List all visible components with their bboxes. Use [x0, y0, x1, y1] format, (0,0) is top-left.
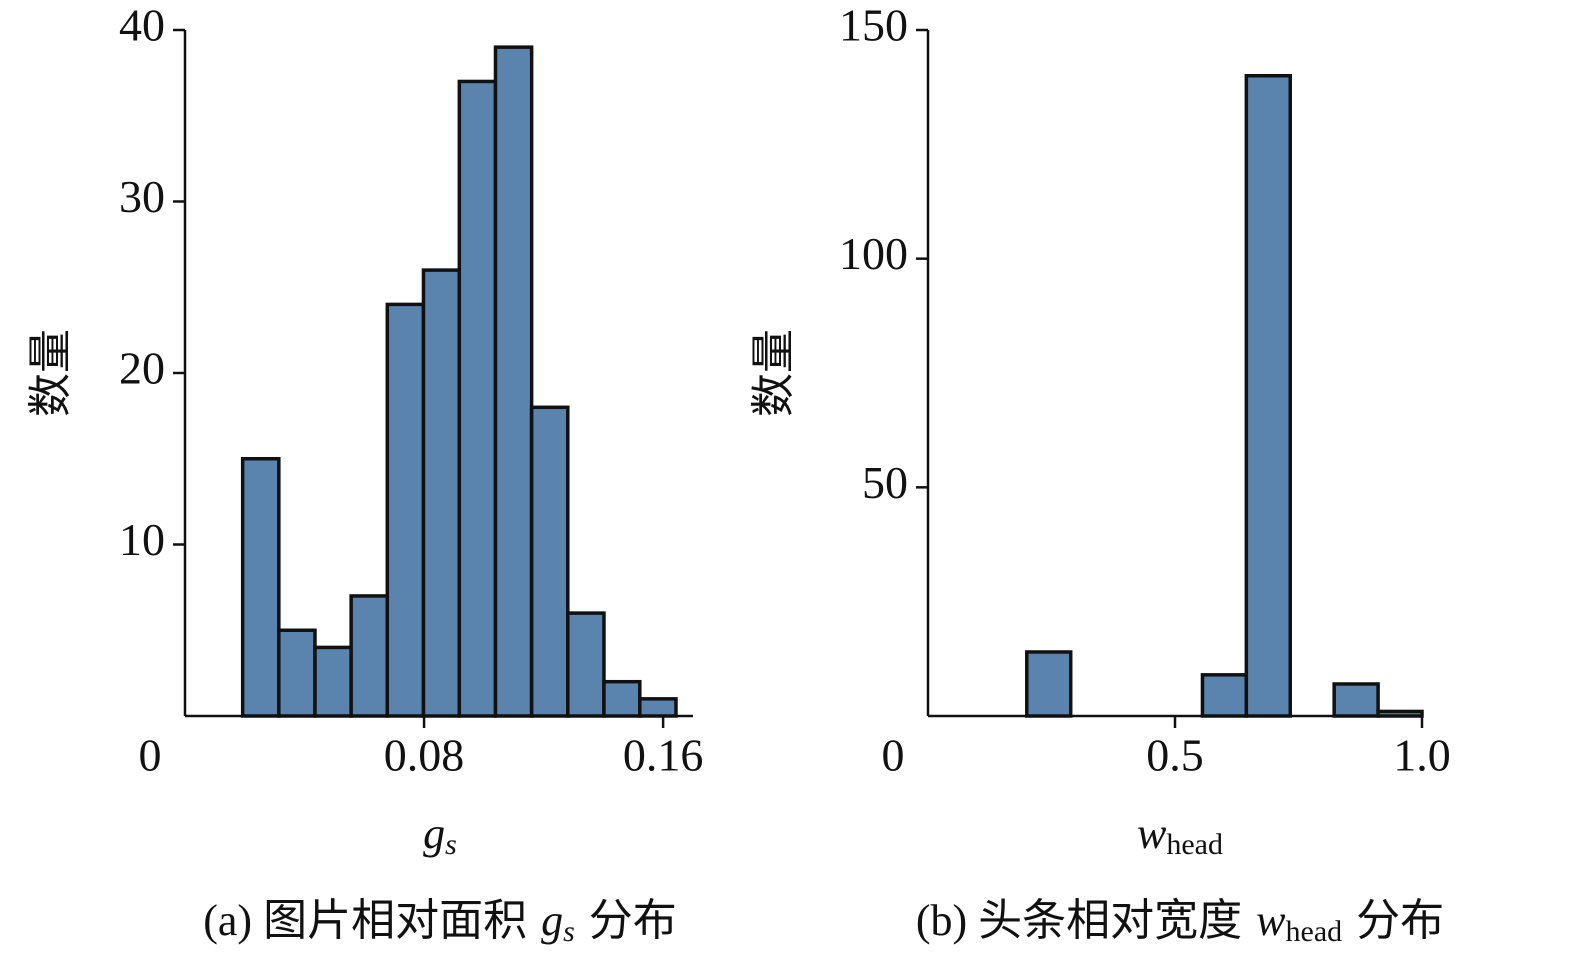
- x-tick-label: 0.5: [1146, 730, 1204, 781]
- bar: [240, 457, 281, 718]
- bar: [638, 697, 678, 718]
- y-tick-label: 50: [862, 457, 908, 508]
- caption-suffix: 分布: [589, 896, 677, 945]
- x-tick-label: 0: [139, 730, 162, 781]
- y-tick-label: 10: [119, 514, 165, 565]
- caption-symbol: g: [541, 896, 563, 945]
- bar: [313, 645, 353, 718]
- bar: [457, 79, 498, 718]
- bar: [385, 302, 426, 718]
- bar: [349, 594, 390, 718]
- x-axis-label-main: w: [1137, 809, 1167, 858]
- x-axis-label: gs: [423, 809, 457, 861]
- bar: [421, 268, 462, 718]
- y-tick-label: 40: [119, 0, 165, 51]
- bar: [493, 45, 534, 718]
- y-tick-label: 30: [119, 171, 165, 222]
- bar: [566, 611, 606, 718]
- x-axis-label-sub: head: [1166, 828, 1223, 861]
- x-axis-label-main: g: [423, 809, 445, 858]
- x-tick-label: 1.0: [1393, 730, 1451, 781]
- caption: (a) 图片相对面积 gs 分布: [203, 896, 677, 948]
- caption-prefix: (a) 图片相对面积: [203, 896, 527, 945]
- caption-prefix: (b) 头条相对宽度: [916, 896, 1242, 945]
- y-tick-label: 20: [119, 343, 165, 394]
- x-tick-label: 0.16: [623, 730, 704, 781]
- y-tick-label: 150: [839, 0, 908, 51]
- caption-sub: s: [563, 915, 575, 948]
- bar: [602, 679, 642, 718]
- x-axis-label-sub: s: [445, 828, 457, 861]
- caption: (b) 头条相对宽度 whead 分布: [916, 896, 1444, 948]
- bar: [1200, 673, 1249, 718]
- bar: [1244, 73, 1293, 718]
- bar: [529, 405, 570, 718]
- x-axis-label: whead: [1137, 809, 1223, 861]
- y-axis-label: 数量: [749, 329, 798, 417]
- y-tick-label: 100: [839, 228, 908, 279]
- x-tick-label: 0: [882, 730, 905, 781]
- y-axis-label: 数量: [26, 329, 75, 417]
- bar: [1332, 682, 1380, 718]
- caption-symbol: w: [1256, 896, 1286, 945]
- bar: [277, 628, 317, 718]
- caption-sub: head: [1286, 915, 1343, 948]
- x-tick-label: 0.08: [384, 730, 465, 781]
- bar: [1025, 650, 1073, 718]
- caption-suffix: 分布: [1356, 896, 1444, 945]
